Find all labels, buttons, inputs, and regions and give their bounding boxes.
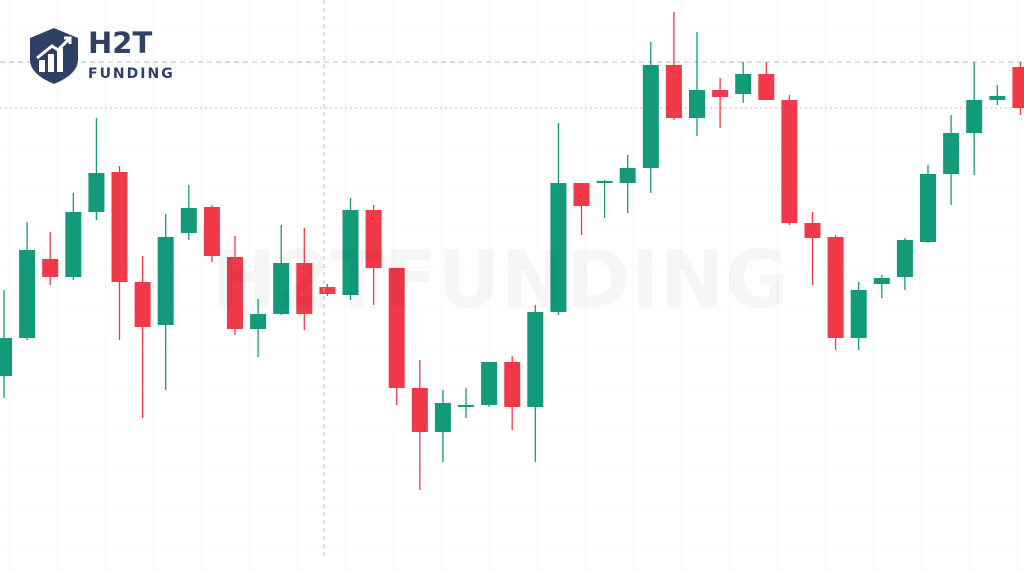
candle-body bbox=[180, 208, 197, 233]
candle-body bbox=[527, 312, 544, 407]
candle-body bbox=[134, 282, 151, 327]
brand-sub: FUNDING bbox=[88, 66, 175, 82]
candle-body bbox=[273, 263, 290, 314]
candle-body bbox=[873, 278, 890, 284]
candle-body bbox=[758, 74, 775, 100]
candle-body bbox=[365, 210, 382, 268]
candle-body bbox=[550, 183, 567, 312]
candle-body bbox=[88, 173, 105, 212]
candle-body bbox=[203, 207, 220, 256]
logo: H2T FUNDING bbox=[30, 26, 175, 84]
candle-body bbox=[850, 290, 867, 338]
candle-body bbox=[735, 74, 752, 94]
candle-body bbox=[388, 268, 405, 388]
candle-body bbox=[157, 237, 174, 325]
candle-body bbox=[712, 90, 729, 97]
candle-body bbox=[989, 96, 1006, 100]
candle-body bbox=[19, 250, 36, 338]
candle-body bbox=[0, 338, 12, 376]
watermark: H2TFUNDING bbox=[211, 235, 789, 325]
candle-body bbox=[111, 172, 128, 282]
candle-body bbox=[596, 181, 613, 183]
logo-bar bbox=[57, 48, 63, 72]
candle-body bbox=[227, 257, 243, 329]
candle-body bbox=[966, 100, 983, 133]
candle-body bbox=[642, 65, 659, 168]
candle-body bbox=[689, 90, 705, 118]
candle-body bbox=[781, 100, 798, 223]
candle-body bbox=[920, 174, 936, 242]
candle-body bbox=[296, 263, 313, 314]
candle-body bbox=[42, 259, 59, 277]
candle-body bbox=[481, 362, 498, 405]
candle-body bbox=[827, 237, 844, 338]
candle-body bbox=[804, 223, 821, 238]
candle-body bbox=[896, 240, 913, 277]
candle-body bbox=[319, 287, 336, 294]
candle-body bbox=[434, 403, 451, 432]
candle-body bbox=[619, 168, 636, 183]
logo-bar bbox=[48, 54, 54, 72]
candle-body bbox=[458, 405, 474, 407]
logo-bar bbox=[39, 60, 45, 72]
candle-body bbox=[1012, 67, 1024, 108]
candle-body bbox=[665, 65, 682, 118]
candle-body bbox=[504, 362, 521, 407]
candle-body bbox=[65, 212, 82, 277]
brand-name: H2T bbox=[88, 26, 152, 60]
candle-body bbox=[943, 133, 960, 174]
candle-body bbox=[411, 388, 428, 432]
candle-body bbox=[342, 210, 359, 295]
candle-body bbox=[573, 183, 590, 206]
candle-body bbox=[250, 314, 267, 329]
logo-arrow bbox=[36, 36, 72, 60]
